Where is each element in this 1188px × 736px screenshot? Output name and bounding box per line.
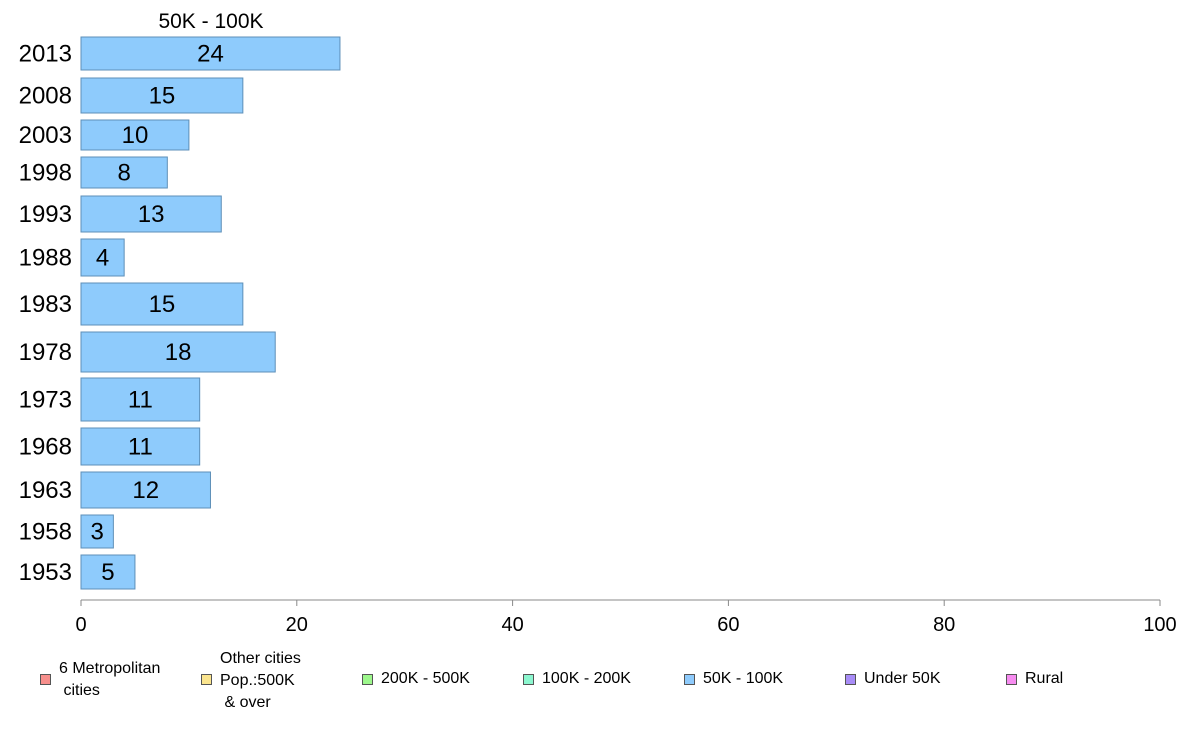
bar-value-label: 5 <box>101 559 114 586</box>
bar-value-label: 24 <box>197 41 224 68</box>
legend-swatch <box>1006 674 1017 685</box>
bar-value-label: 13 <box>138 201 165 228</box>
chart-title: 50K - 100K <box>158 10 263 33</box>
bar-value-label: 8 <box>117 160 130 187</box>
y-tick-label: 2003 <box>19 122 72 149</box>
bar <box>80 427 201 466</box>
y-tick-label: 1968 <box>19 434 72 461</box>
legend-swatch <box>684 674 695 685</box>
x-tick-label: 0 <box>75 614 86 636</box>
legend-item: Rural <box>1006 648 1063 690</box>
legend-label: 50K - 100K <box>703 670 784 687</box>
legend-label: 6 Metropolitan cities <box>59 660 161 699</box>
bar <box>80 331 276 373</box>
bars-layer: 2013 24 2008 15 2003 10 1998 8 1993 13 1988 4 1983 15… <box>19 36 341 590</box>
legend-swatch <box>362 674 373 685</box>
y-tick-label: 1958 <box>19 519 72 546</box>
legend-item: 50K - 100K <box>684 648 783 690</box>
bar-value-label: 4 <box>96 245 109 272</box>
y-tick-label: 1983 <box>19 291 72 318</box>
legend-label: 200K - 500K <box>381 670 470 687</box>
bar-value-label: 15 <box>149 83 176 110</box>
bar-value-label: 18 <box>165 339 192 366</box>
bar <box>80 471 211 509</box>
bar <box>80 554 136 590</box>
y-tick-label: 1963 <box>19 477 72 504</box>
bar <box>80 282 244 326</box>
bar-value-label: 3 <box>91 519 104 546</box>
legend-item: Under 50K <box>845 648 941 690</box>
legend-label: Rural <box>1025 670 1064 687</box>
legend-swatch <box>845 674 856 685</box>
y-tick-label: 1953 <box>19 559 72 586</box>
y-tick-label: 1978 <box>19 339 72 366</box>
x-tick-label: 40 <box>501 614 523 636</box>
legend-item: 200K - 500K <box>362 648 470 690</box>
bar-value-label: 12 <box>132 477 159 504</box>
x-tick-label: 100 <box>1143 614 1176 636</box>
bar <box>80 195 222 233</box>
bar <box>80 238 125 277</box>
legend-label: 100K - 200K <box>542 670 631 687</box>
bar-value-label: 11 <box>128 434 153 461</box>
bar <box>80 377 201 422</box>
y-tick-label: 2008 <box>19 83 72 110</box>
x-axis: 0 20 40 60 80 100 <box>75 599 1177 636</box>
y-tick-label: 1993 <box>19 201 72 228</box>
legend-swatch <box>201 674 212 685</box>
y-tick-label: 1988 <box>19 245 72 272</box>
legend-swatch <box>523 674 534 685</box>
legend-label: Under 50K <box>864 670 941 687</box>
y-tick-label: 2013 <box>19 41 72 68</box>
bar-value-label: 15 <box>149 291 176 318</box>
x-tick-label: 60 <box>717 614 739 636</box>
bar-value-label: 11 <box>128 387 153 414</box>
legend-label: Other cities Pop.:500K & over <box>220 650 301 711</box>
bar <box>80 77 244 114</box>
x-tick-label: 20 <box>286 614 308 636</box>
bar-value-label: 10 <box>122 122 149 149</box>
bar <box>80 514 114 549</box>
bar <box>80 119 190 151</box>
bar <box>80 156 168 189</box>
legend-item: Other cities Pop.:500K & over <box>201 648 301 714</box>
y-tick-label: 1973 <box>19 387 72 414</box>
y-tick-label: 1998 <box>19 160 72 187</box>
x-tick-label: 80 <box>933 614 955 636</box>
legend-item: 100K - 200K <box>523 648 631 690</box>
legend-swatch <box>40 674 51 685</box>
bar <box>80 36 341 71</box>
legend: 6 Metropolitan cities Other cities Pop.:5… <box>40 648 1180 718</box>
legend-item: 6 Metropolitan cities <box>40 648 160 702</box>
